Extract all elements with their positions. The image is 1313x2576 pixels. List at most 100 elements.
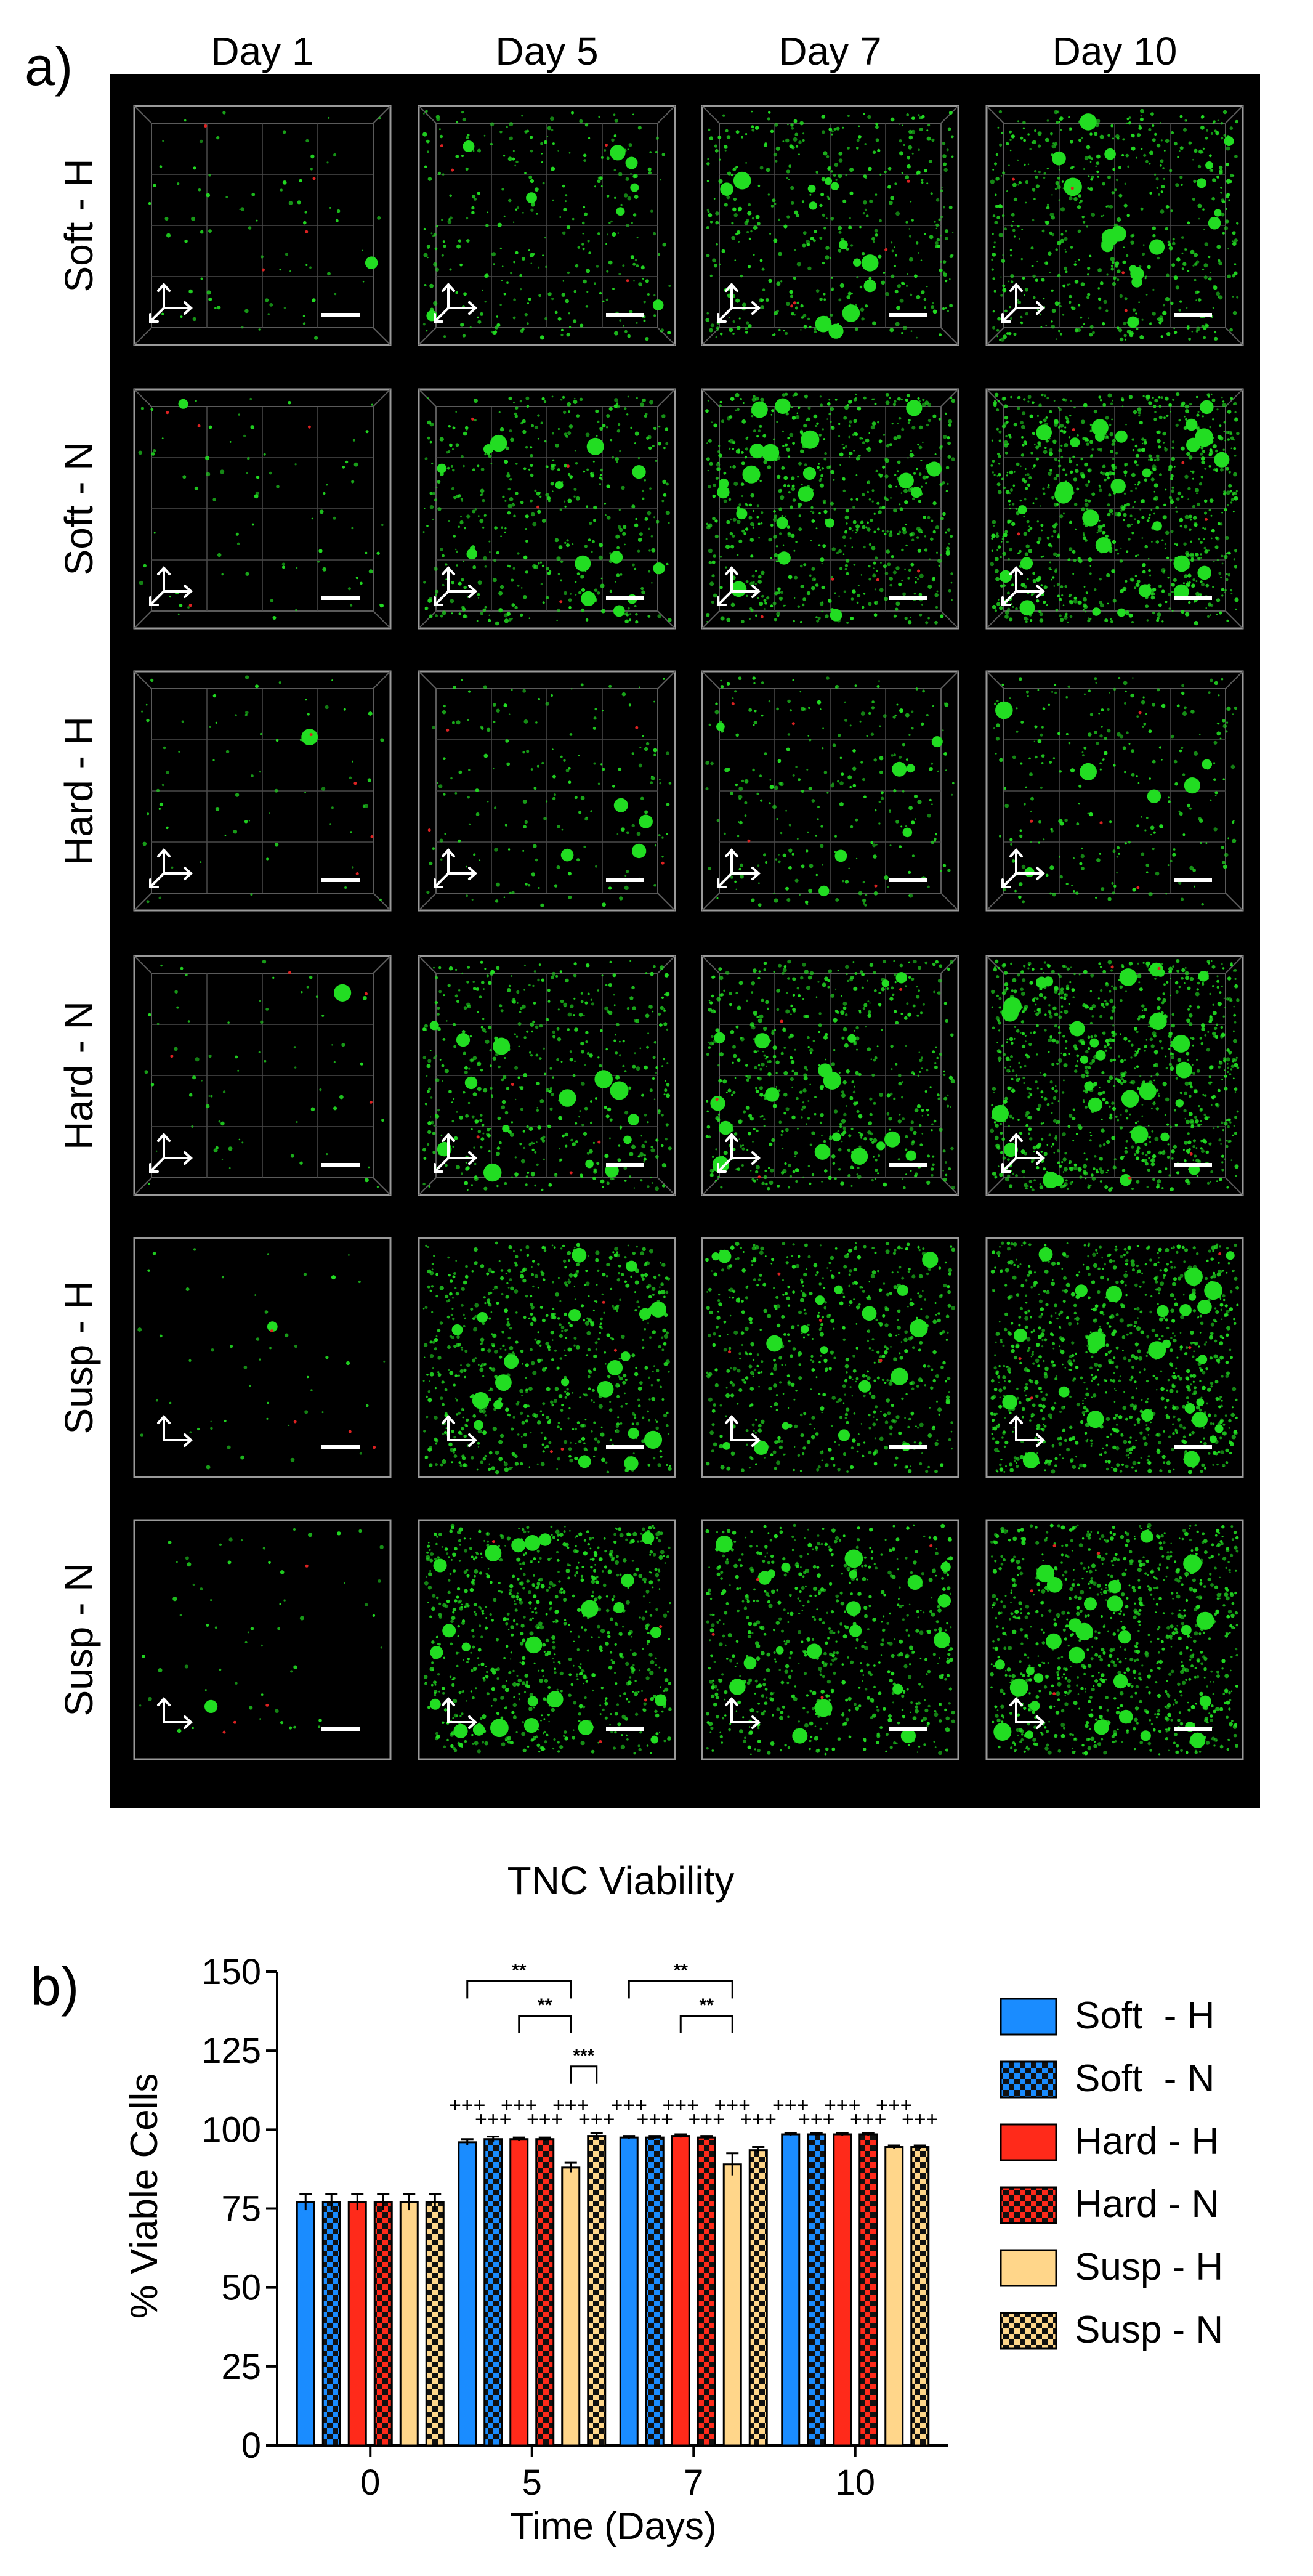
live-cell <box>741 461 745 466</box>
live-cell <box>668 522 670 524</box>
live-cell-cluster <box>301 729 318 745</box>
live-cell <box>910 200 912 203</box>
live-cell <box>1052 757 1056 759</box>
live-cell <box>643 1157 647 1161</box>
live-cell <box>653 1041 657 1044</box>
live-cell <box>830 407 834 411</box>
live-cell <box>552 490 554 492</box>
live-cell <box>1232 241 1237 246</box>
live-cell <box>1052 529 1057 533</box>
live-cell <box>182 475 187 479</box>
live-cell <box>1128 743 1131 745</box>
live-cell <box>719 263 721 265</box>
live-cell <box>773 509 776 513</box>
live-cell <box>618 767 622 771</box>
live-cell <box>1201 151 1204 154</box>
live-cell <box>1064 399 1067 402</box>
live-cell-cluster <box>1214 209 1222 217</box>
live-cell <box>868 166 872 171</box>
live-cell <box>1067 621 1069 623</box>
live-cell <box>438 990 442 994</box>
live-cell <box>820 474 824 477</box>
live-cell <box>647 1185 650 1188</box>
box-edge <box>134 610 152 629</box>
live-cell <box>528 249 530 251</box>
live-cell <box>942 271 945 274</box>
live-cell <box>575 1122 578 1125</box>
live-cell <box>709 461 713 466</box>
live-cell <box>775 545 778 548</box>
live-cell <box>830 170 833 173</box>
live-cell <box>748 265 751 269</box>
live-cell <box>759 166 764 170</box>
live-cell <box>887 185 891 189</box>
live-cell <box>450 599 454 604</box>
live-cell <box>1006 471 1009 474</box>
live-cell <box>1080 282 1085 286</box>
live-cell <box>875 122 879 126</box>
live-cell <box>1123 470 1128 474</box>
live-cell-cluster <box>1082 509 1099 527</box>
live-cell <box>901 399 903 401</box>
live-cell <box>728 440 730 443</box>
live-cell <box>995 534 1000 538</box>
live-cell <box>250 425 255 429</box>
live-cell <box>752 676 756 680</box>
live-cell <box>1194 751 1198 756</box>
live-cell <box>1012 182 1017 187</box>
live-cell <box>561 828 564 831</box>
live-cell-cluster <box>775 398 791 414</box>
live-cell <box>873 240 875 243</box>
live-cell <box>569 733 573 736</box>
live-cell <box>1020 321 1022 323</box>
live-cell <box>1058 169 1060 171</box>
live-cell <box>1024 552 1029 556</box>
live-cell <box>1073 477 1078 482</box>
live-cell <box>1214 129 1217 132</box>
arrow-right-icon <box>730 585 761 598</box>
live-cell <box>443 793 446 796</box>
live-cell <box>634 195 639 199</box>
live-cell <box>455 968 458 971</box>
live-cell <box>604 149 607 152</box>
live-cell <box>1110 620 1113 623</box>
live-cell <box>1018 180 1022 185</box>
live-cell <box>434 498 437 502</box>
live-cell <box>791 406 794 408</box>
live-cell <box>481 493 484 496</box>
live-cell <box>738 798 741 800</box>
dead-cell <box>566 464 570 468</box>
live-cell <box>254 494 259 499</box>
live-cell <box>1010 224 1013 227</box>
live-cell <box>218 1120 221 1123</box>
live-cell <box>1009 317 1012 320</box>
live-cell <box>429 283 434 288</box>
live-cell <box>471 211 475 215</box>
live-cell <box>434 247 438 251</box>
live-cell <box>560 579 562 582</box>
live-cell <box>1194 262 1198 266</box>
live-cell <box>1161 759 1163 761</box>
live-cell <box>668 285 671 287</box>
row-label: Susp - H <box>57 1281 101 1435</box>
live-cell <box>721 249 725 253</box>
live-cell <box>790 505 793 509</box>
live-cell <box>807 317 810 320</box>
live-cell <box>1125 424 1127 426</box>
live-cell <box>460 516 462 517</box>
live-cell <box>557 468 560 471</box>
live-cell <box>433 262 437 267</box>
axis-arrows-icon <box>717 566 761 606</box>
live-cell <box>455 411 457 413</box>
live-cell <box>873 398 875 400</box>
live-cell <box>1072 549 1076 554</box>
live-cell <box>463 585 467 589</box>
live-cell <box>1229 328 1233 332</box>
box-edge <box>134 389 152 407</box>
live-cell <box>889 583 893 587</box>
live-cell <box>934 453 937 455</box>
live-cell <box>1126 329 1131 334</box>
live-cell <box>665 1138 668 1141</box>
live-cell <box>1112 472 1115 476</box>
live-cell <box>1112 512 1114 515</box>
